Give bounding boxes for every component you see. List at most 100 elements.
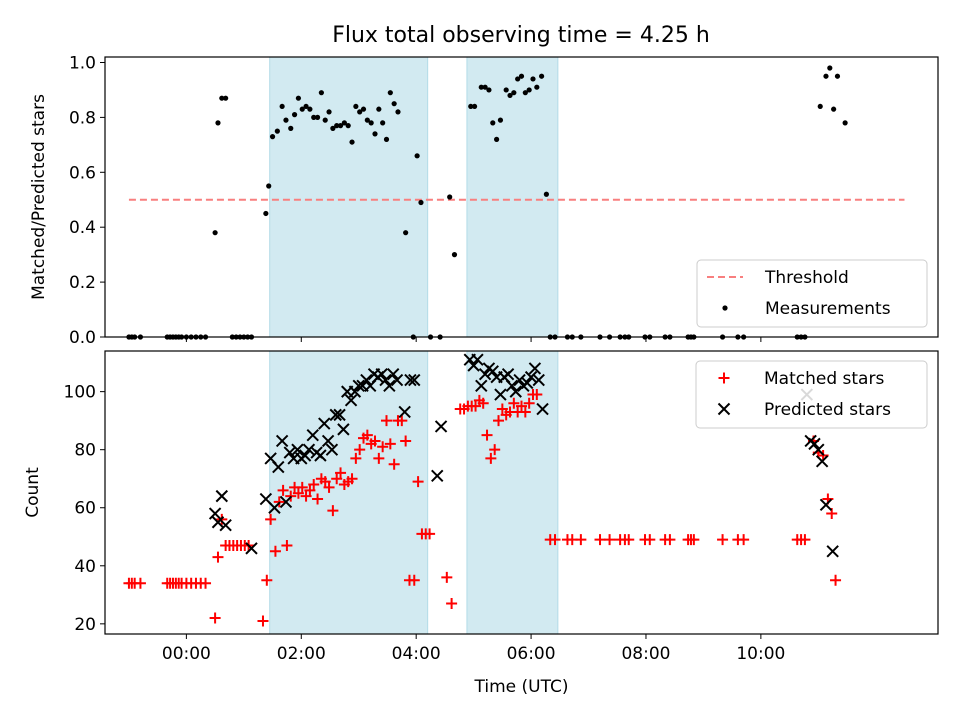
data-point (515, 76, 521, 82)
data-point (333, 408, 346, 422)
data-point (664, 534, 676, 546)
data-point (539, 73, 545, 79)
data-point (827, 65, 833, 71)
top-shaded-interval (466, 56, 559, 338)
data-point (283, 446, 296, 459)
legend-swatch (718, 372, 730, 384)
legend-box (696, 259, 928, 328)
top-y-axis-label: Matched/Predicted stars (29, 94, 49, 300)
data-point (296, 481, 308, 493)
data-point (354, 444, 366, 456)
data-point (337, 423, 350, 436)
data-point (318, 417, 331, 430)
data-point (494, 136, 500, 142)
data-point (263, 210, 269, 217)
data-point (516, 400, 527, 412)
data-point (688, 534, 700, 546)
data-point (277, 484, 289, 496)
data-point (219, 518, 232, 532)
data-point (350, 452, 362, 464)
data-point (418, 199, 424, 206)
data-point (493, 415, 505, 427)
data-point (331, 473, 343, 485)
data-point (486, 87, 492, 93)
data-point (644, 534, 656, 546)
data-point (524, 370, 538, 384)
data-point (200, 577, 212, 589)
data-point (274, 128, 280, 134)
data-point (386, 368, 400, 381)
data-point (522, 90, 528, 96)
data-point (295, 95, 302, 101)
data-point (532, 373, 545, 387)
data-point (212, 230, 218, 236)
chart-title: Flux total observing time = 4.25 h (332, 23, 710, 48)
data-point (475, 379, 488, 393)
data-point (387, 90, 393, 96)
data-point (383, 136, 390, 142)
data-point (478, 368, 492, 381)
data-point (575, 534, 587, 546)
data-point (314, 114, 321, 120)
bottom-legend: Matched stars Predicted stars (695, 360, 928, 429)
data-point (364, 117, 370, 123)
top-axes-frame (104, 56, 939, 338)
data-point (335, 467, 347, 479)
bottom-series-matched-stars (123, 389, 842, 627)
data-point (451, 252, 458, 258)
bottom-shaded-interval (466, 350, 559, 635)
data-point (134, 577, 146, 589)
data-point (485, 452, 497, 464)
data-point (467, 359, 480, 372)
data-point (388, 458, 400, 470)
data-point (531, 389, 543, 401)
data-point (521, 376, 534, 390)
data-point (834, 73, 841, 79)
data-point (490, 120, 496, 126)
data-point (471, 353, 484, 366)
data-point (819, 498, 833, 512)
data-point (826, 545, 839, 558)
data-point (408, 574, 420, 586)
data-point (513, 373, 526, 387)
data-point (842, 120, 848, 126)
data-point (272, 460, 285, 474)
top-series-measurements (126, 65, 848, 340)
data-point (291, 443, 304, 456)
x-tick-label: 10:00 (736, 644, 785, 664)
top-shaded-interval (269, 56, 429, 338)
data-point (390, 373, 404, 387)
data-point (489, 444, 501, 456)
data-point (395, 109, 401, 115)
data-point (380, 120, 386, 126)
data-point (594, 534, 606, 546)
data-point (321, 434, 335, 448)
data-point (299, 106, 305, 112)
data-point (494, 388, 507, 401)
data-point (352, 379, 365, 393)
data-point (348, 385, 362, 398)
data-point (327, 505, 339, 517)
legend-box (695, 360, 928, 429)
data-point (219, 95, 225, 101)
x-tick-label: 04:00 (392, 644, 441, 664)
data-point (357, 109, 363, 115)
data-point (412, 476, 424, 488)
data-point (403, 230, 409, 236)
data-point (447, 194, 453, 200)
data-point (311, 114, 317, 120)
data-point (291, 112, 298, 118)
data-point (325, 443, 339, 456)
data-point (212, 551, 224, 563)
x-tick-label: 00:00 (162, 644, 211, 664)
data-point (329, 408, 342, 422)
data-point (384, 438, 396, 450)
top-legend: Threshold Measurements (696, 259, 928, 328)
data-point (257, 615, 269, 627)
data-point (209, 612, 221, 624)
data-point (307, 106, 313, 112)
y-tick-label: 80 (74, 441, 96, 461)
data-point (477, 397, 489, 409)
data-point (279, 103, 285, 110)
data-point (292, 487, 304, 499)
